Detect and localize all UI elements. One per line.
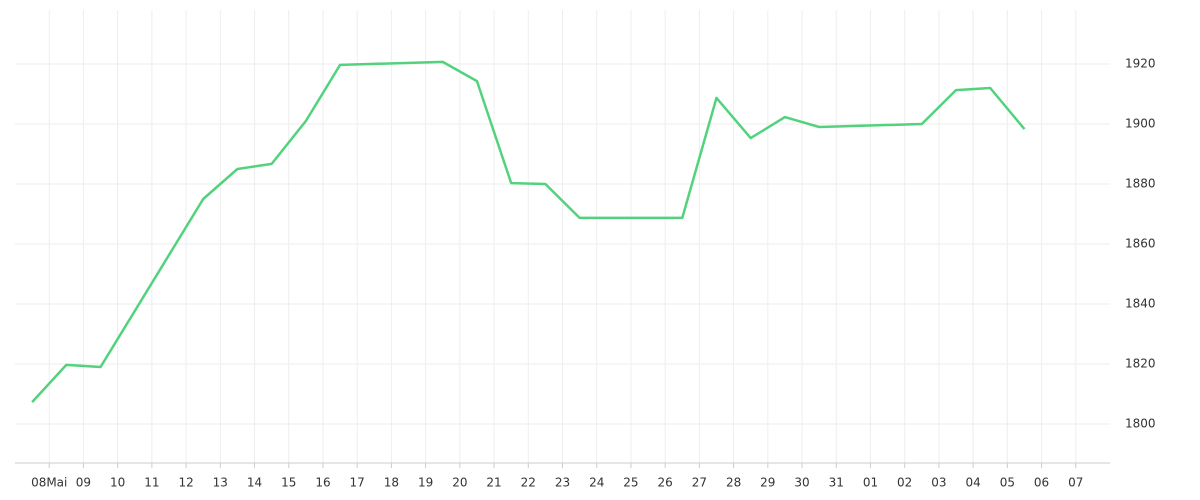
x-tick-label: 07 [1068, 476, 1083, 490]
y-tick-label: 1900 [1125, 117, 1156, 131]
x-tick-label: 12 [178, 476, 193, 490]
y-tick-label: 1920 [1125, 57, 1156, 71]
x-tick-label: 31 [829, 476, 844, 490]
x-tick-label: 15 [281, 476, 296, 490]
x-tick-label: 20 [452, 476, 467, 490]
x-tick-label: 06 [1034, 476, 1049, 490]
y-tick-label: 1840 [1125, 297, 1156, 311]
x-tick-label: 19 [418, 476, 433, 490]
y-tick-label: 1860 [1125, 237, 1156, 251]
x-tick-label: 13 [213, 476, 228, 490]
y-tick-label: 1880 [1125, 177, 1156, 191]
y-tick-label: 1820 [1125, 357, 1156, 371]
x-tick-label: 09 [76, 476, 91, 490]
x-tick-label: 30 [794, 476, 809, 490]
x-tick-label: 02 [897, 476, 912, 490]
x-tick-label: 29 [760, 476, 775, 490]
line-series [31, 60, 1026, 403]
x-tick-label: 11 [144, 476, 159, 490]
x-tick-label: 22 [521, 476, 536, 490]
x-tick-label: 28 [726, 476, 741, 490]
x-tick-label: 18 [384, 476, 399, 490]
x-tick-label: 23 [555, 476, 570, 490]
x-tick-label: 05 [1000, 476, 1015, 490]
x-tick-label: 26 [658, 476, 673, 490]
x-tick-label: 25 [623, 476, 638, 490]
x-tick-label: 10 [110, 476, 125, 490]
x-tick-label: 21 [486, 476, 501, 490]
x-tick-label: 16 [315, 476, 330, 490]
x-tick-label: 24 [589, 476, 604, 490]
x-tick-label: 04 [965, 476, 980, 490]
y-tick-label: 1800 [1125, 417, 1156, 431]
x-tick-label: 14 [247, 476, 262, 490]
x-tick-label: 03 [931, 476, 946, 490]
x-tick-label: 08Mai [31, 476, 67, 490]
x-tick-label: 17 [350, 476, 365, 490]
x-tick-label: 01 [863, 476, 878, 490]
x-tick-label: 27 [692, 476, 707, 490]
